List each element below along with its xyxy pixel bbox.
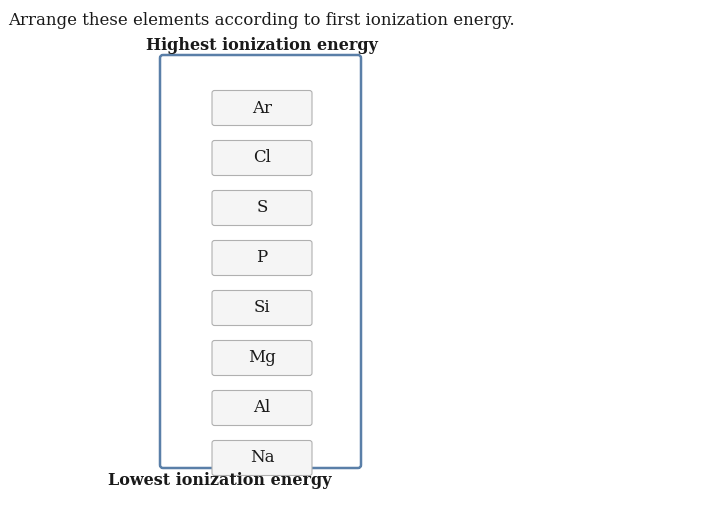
- FancyBboxPatch shape: [212, 390, 312, 426]
- FancyBboxPatch shape: [212, 440, 312, 475]
- Text: Arrange these elements according to first ionization energy.: Arrange these elements according to firs…: [8, 12, 515, 29]
- FancyBboxPatch shape: [212, 341, 312, 376]
- Text: Ar: Ar: [252, 99, 272, 117]
- Text: Si: Si: [254, 299, 270, 317]
- Text: Al: Al: [253, 400, 271, 416]
- Text: Lowest ionization energy: Lowest ionization energy: [109, 472, 332, 489]
- FancyBboxPatch shape: [212, 291, 312, 325]
- Text: S: S: [257, 200, 268, 216]
- Text: P: P: [257, 249, 268, 267]
- FancyBboxPatch shape: [212, 240, 312, 275]
- FancyBboxPatch shape: [212, 140, 312, 176]
- Text: Cl: Cl: [253, 150, 271, 166]
- Text: Mg: Mg: [248, 350, 276, 366]
- FancyBboxPatch shape: [212, 91, 312, 126]
- FancyBboxPatch shape: [212, 190, 312, 225]
- Text: Na: Na: [250, 449, 274, 467]
- FancyBboxPatch shape: [160, 55, 361, 468]
- Text: Highest ionization energy: Highest ionization energy: [146, 37, 378, 54]
